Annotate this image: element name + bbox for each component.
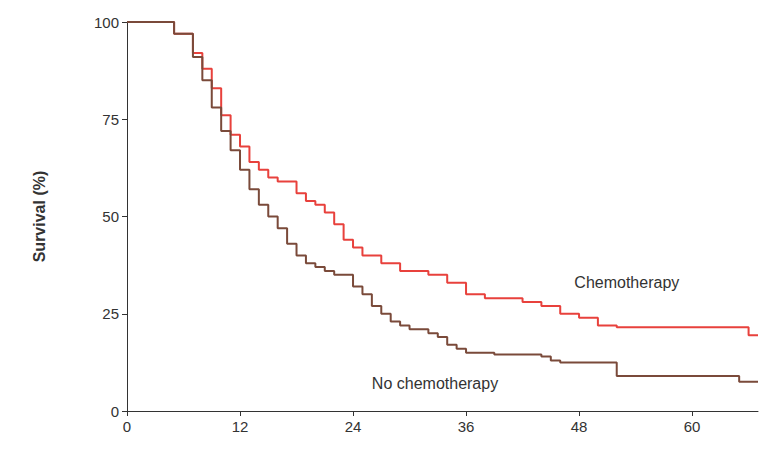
svg-text:12: 12 <box>232 418 249 435</box>
svg-text:0: 0 <box>111 403 119 420</box>
svg-text:48: 48 <box>571 418 588 435</box>
svg-text:36: 36 <box>458 418 475 435</box>
svg-text:25: 25 <box>102 305 119 322</box>
svg-text:0: 0 <box>123 418 131 435</box>
svg-text:60: 60 <box>684 418 701 435</box>
svg-text:75: 75 <box>102 111 119 128</box>
svg-text:100: 100 <box>94 14 119 31</box>
svg-text:No chemotherapy: No chemotherapy <box>372 375 498 392</box>
svg-text:Chemotherapy: Chemotherapy <box>574 274 679 291</box>
svg-text:50: 50 <box>102 208 119 225</box>
svg-text:24: 24 <box>345 418 362 435</box>
svg-text:Survival (%): Survival (%) <box>31 171 48 263</box>
